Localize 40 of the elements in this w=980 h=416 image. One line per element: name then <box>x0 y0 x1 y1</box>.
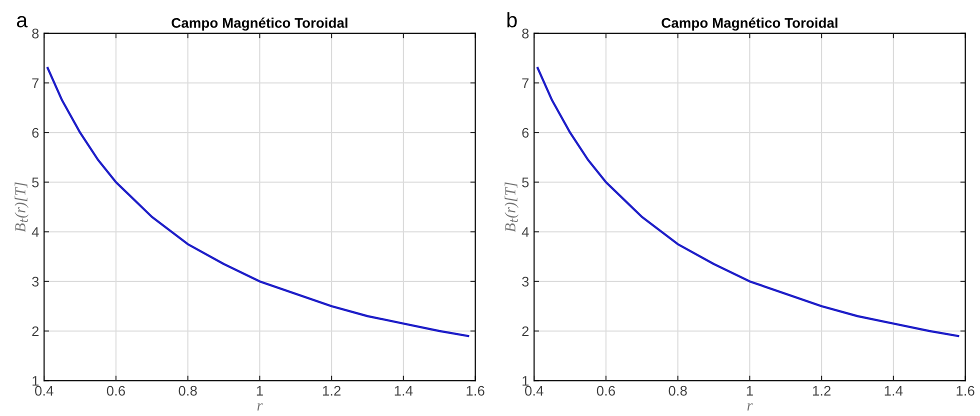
line-series <box>46 66 470 338</box>
y-tick-label: 6 <box>522 128 529 138</box>
text: a <box>16 16 28 28</box>
x-tick-label: 1 <box>256 386 263 396</box>
x-tick-label: 1.2 <box>322 386 341 396</box>
text: b <box>507 12 517 28</box>
x-tick-label: 0.8 <box>668 386 687 396</box>
x-tick-label: 0.6 <box>106 386 126 396</box>
y-tick-label: 7 <box>522 78 529 88</box>
y-tick-label: 7 <box>32 78 39 88</box>
x-tick-label: 1.2 <box>812 386 831 396</box>
x-tick-label: 1.4 <box>394 386 413 396</box>
y-tick-label: 2 <box>32 326 39 336</box>
chart-title: Campo Magnético Toroidal <box>172 18 348 31</box>
y-axis-title: B$_{t}$(r)[T] <box>14 182 29 232</box>
x-tick-label: 0.4 <box>34 386 54 396</box>
y-tick-label: 2 <box>522 326 529 336</box>
y-tick-label: 1 <box>32 376 39 386</box>
chart-title: Campo Magnético Toroidal <box>662 18 838 31</box>
x-tick-label: 0.4 <box>524 386 544 396</box>
x-tick-label: 1.6 <box>466 386 484 396</box>
x-axis-title: r <box>747 403 753 410</box>
y-tick-label: 6 <box>32 128 39 138</box>
y-tick-label: 8 <box>32 28 39 38</box>
y-tick-label: 5 <box>522 178 529 188</box>
y-tick-label: 3 <box>32 276 39 287</box>
y-tick-label: 8 <box>522 28 529 38</box>
x-axis-title: r <box>257 403 263 410</box>
x-tick-label: 1.4 <box>884 386 903 396</box>
y-axis-title: B$_{t}$(r)[T] <box>504 182 519 232</box>
x-tick-label: 0.8 <box>178 386 197 396</box>
x-tick-label: 1.6 <box>956 386 974 396</box>
y-tick-label: 3 <box>522 276 529 287</box>
y-tick-label: 1 <box>522 376 529 386</box>
x-tick-label: 0.6 <box>596 386 616 396</box>
y-tick-label: 5 <box>32 178 39 188</box>
y-tick-label: 4 <box>32 227 39 237</box>
line-series <box>536 66 960 338</box>
x-tick-label: 1 <box>746 386 753 396</box>
y-tick-label: 4 <box>522 227 529 237</box>
